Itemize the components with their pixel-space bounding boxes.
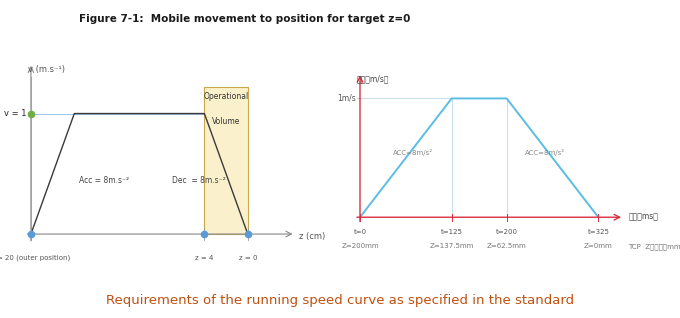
Text: t=325: t=325 bbox=[588, 229, 609, 235]
Text: Figure 7-1:  Mobile movement to position for target z=0: Figure 7-1: Mobile movement to position … bbox=[79, 14, 411, 24]
Text: TCP  Z轴高度（mm）: TCP Z轴高度（mm） bbox=[628, 243, 680, 250]
Text: Dec  = 8m.s⁻²: Dec = 8m.s⁻² bbox=[172, 176, 226, 185]
Text: z = 20 (outer position): z = 20 (outer position) bbox=[0, 254, 71, 261]
Text: 1m/s: 1m/s bbox=[337, 94, 356, 103]
Text: Z=0mm: Z=0mm bbox=[584, 243, 613, 249]
Text: Requirements of the running speed curve as specified in the standard: Requirements of the running speed curve … bbox=[106, 294, 574, 307]
Text: Operational: Operational bbox=[203, 93, 249, 101]
Text: ACC=8m/s²: ACC=8m/s² bbox=[525, 149, 565, 156]
Text: z (cm): z (cm) bbox=[299, 232, 325, 241]
Text: Z=137.5mm: Z=137.5mm bbox=[430, 243, 474, 249]
Text: Volume: Volume bbox=[212, 117, 240, 126]
Text: z = 4: z = 4 bbox=[195, 254, 214, 260]
Text: 速度（m/s）: 速度（m/s） bbox=[356, 75, 389, 84]
Text: Acc = 8m.s⁻²: Acc = 8m.s⁻² bbox=[79, 176, 129, 185]
Text: t=200: t=200 bbox=[496, 229, 517, 235]
Text: 时间（ms）: 时间（ms） bbox=[628, 213, 658, 222]
Text: v (m.s⁻¹): v (m.s⁻¹) bbox=[28, 65, 65, 74]
Text: v = 1: v = 1 bbox=[4, 109, 27, 118]
Bar bbox=[205, 87, 248, 234]
Text: ACC=8m/s²: ACC=8m/s² bbox=[393, 149, 433, 156]
Text: Z=62.5mm: Z=62.5mm bbox=[487, 243, 526, 249]
Text: z = 0: z = 0 bbox=[239, 254, 257, 260]
Text: t=125: t=125 bbox=[441, 229, 462, 235]
Text: t=0: t=0 bbox=[354, 229, 367, 235]
Text: Z=200mm: Z=200mm bbox=[341, 243, 379, 249]
